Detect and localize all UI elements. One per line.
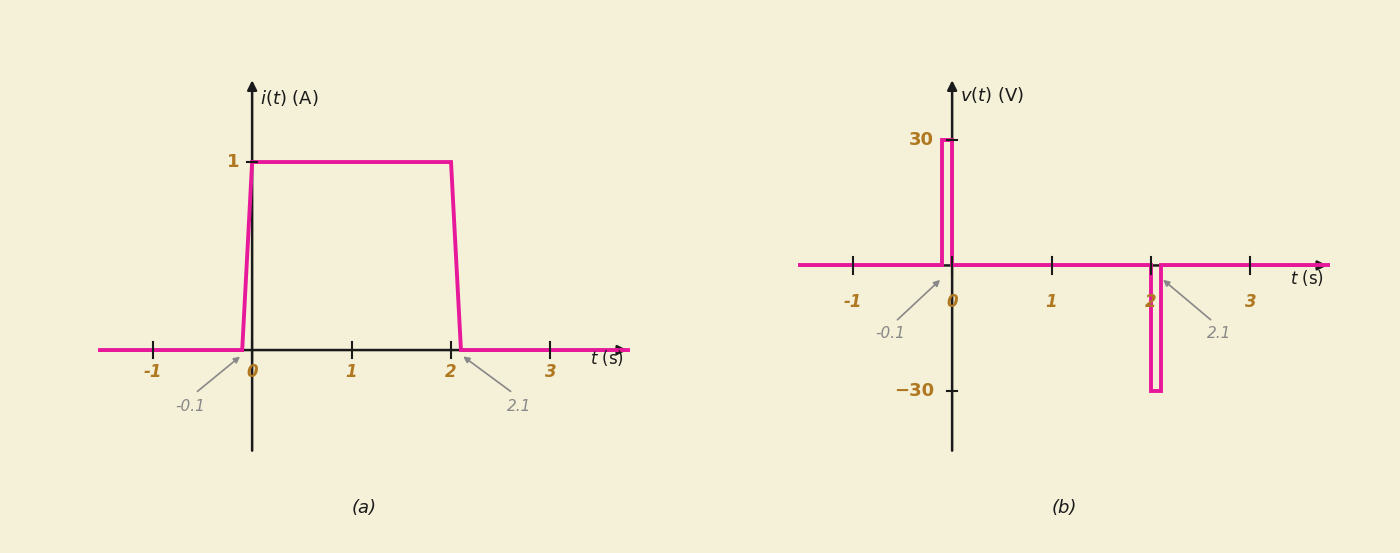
Text: 2.1: 2.1 <box>507 399 531 414</box>
Text: 1: 1 <box>346 363 357 382</box>
Text: 3: 3 <box>545 363 556 382</box>
Text: 2: 2 <box>445 363 456 382</box>
Text: 2.1: 2.1 <box>1207 326 1231 341</box>
Text: (a): (a) <box>351 499 377 517</box>
Text: -0.1: -0.1 <box>875 326 906 341</box>
Text: 1: 1 <box>227 153 239 171</box>
Text: $\it{v}$$(t)$ (V): $\it{v}$$(t)$ (V) <box>960 85 1025 105</box>
Text: 30: 30 <box>909 131 934 149</box>
Text: $\it{t}$ (s): $\it{t}$ (s) <box>591 348 624 368</box>
Text: $\it{t}$ (s): $\it{t}$ (s) <box>1291 268 1324 288</box>
Text: 0: 0 <box>946 293 958 311</box>
Text: −30: −30 <box>895 382 934 400</box>
Text: 1: 1 <box>1046 293 1057 311</box>
Text: (b): (b) <box>1051 499 1077 517</box>
Text: -1: -1 <box>843 293 862 311</box>
Text: $\it{i}$$(t)$ (A): $\it{i}$$(t)$ (A) <box>260 88 319 108</box>
Text: -0.1: -0.1 <box>175 399 206 414</box>
Text: 0: 0 <box>246 363 258 382</box>
Text: 3: 3 <box>1245 293 1256 311</box>
Text: 2: 2 <box>1145 293 1156 311</box>
Text: -1: -1 <box>143 363 162 382</box>
